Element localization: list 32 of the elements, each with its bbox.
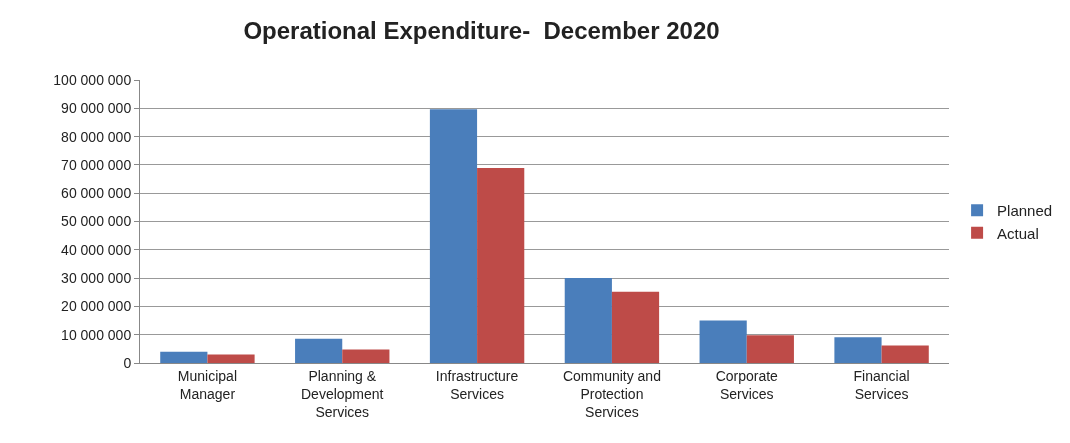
bar (699, 320, 747, 363)
bar (611, 291, 660, 363)
legend-label: Actual (997, 224, 1039, 242)
y-tick-label: 40 000 000 (61, 241, 132, 258)
y-tick-label: 90 000 000 (61, 100, 132, 117)
y-tick-label: 70 000 000 (61, 156, 132, 173)
y-tick-label: 20 000 000 (61, 298, 132, 315)
y-tick-label: 50 000 000 (61, 213, 132, 230)
legend-label: Planned (997, 202, 1053, 220)
bar (429, 109, 478, 363)
x-tick-label: Community and Protection Services (562, 367, 661, 421)
bar (207, 354, 255, 363)
bar (342, 349, 390, 363)
chart-title: Operational Expenditure- December 2020 (243, 16, 720, 44)
y-tick-label: 100 000 000 (53, 71, 132, 88)
bar (160, 351, 208, 363)
bar (881, 345, 929, 363)
x-tick-label: Planning & Development Services (301, 367, 384, 421)
y-tick-label: 80 000 000 (61, 128, 132, 145)
bar (477, 168, 525, 363)
bar (834, 337, 882, 363)
y-tick-label: 10 000 000 (61, 326, 132, 343)
y-tick-label: 0 (123, 354, 132, 371)
y-tick-label: 30 000 000 (61, 270, 132, 286)
x-tick-label: Corporate Services (715, 367, 779, 402)
bar (295, 338, 343, 363)
x-tick-label: Infrastructure Services (435, 367, 519, 402)
x-tick-label: Financial Services (853, 367, 910, 402)
bar (564, 278, 612, 363)
y-tick-label: 60 000 000 (61, 185, 132, 202)
x-tick-label: Municipal Manager (177, 367, 237, 402)
bar (746, 335, 794, 363)
